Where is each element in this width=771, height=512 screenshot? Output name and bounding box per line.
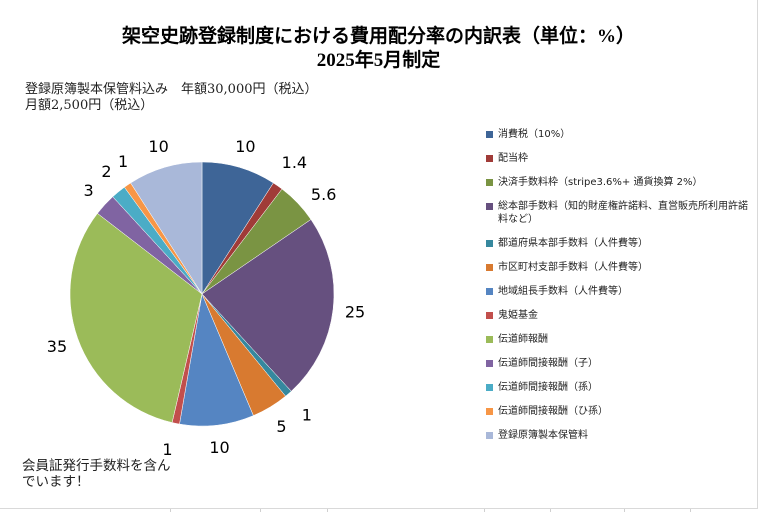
legend: 消費税（10%） 配当枠決済手数料枠（stripe3.6%+ 通貨換算 2%） 総本… [486, 128, 756, 453]
price-note-monthly: 月額2,500円（税込） [25, 98, 154, 113]
chart-title: 架空史跡登録制度における費用配分率の内訳表（単位：%） [121, 26, 635, 47]
data-label: 1 [302, 405, 312, 424]
data-label: 1 [118, 152, 128, 171]
legend-label: 総本部手数料（知的財産権許諾料、直営販売所利用許諾料など） [498, 201, 748, 225]
legend-swatch [486, 336, 493, 343]
chart-subtitle: 2025年5月制定 [316, 50, 441, 71]
data-label: 10 [209, 438, 229, 457]
cell-gridline [484, 509, 485, 512]
legend-item: 地域組長手数料（人件費等） [486, 285, 756, 298]
legend-label: 伝道師報酬 [498, 334, 548, 345]
data-label: 1 [162, 440, 172, 459]
legend-label: 鬼姫基金 [498, 310, 538, 321]
legend-item: 都道府県本部手数料（人件費等） [486, 237, 756, 250]
legend-swatch [486, 203, 493, 210]
legend-item: 市区町村支部手数料（人件費等） [486, 261, 756, 274]
pie-slice [69, 213, 203, 423]
legend-item: 鬼姫基金 [486, 309, 756, 322]
data-label: 5 [276, 417, 286, 436]
pie-slice [130, 161, 203, 295]
legend-label: 登録原簿製本保管料 [498, 430, 588, 441]
legend-item: 配当枠 [486, 152, 756, 165]
legend-item: 伝道師報酬 [486, 333, 756, 346]
data-label: 35 [47, 337, 67, 356]
legend-swatch [486, 155, 493, 162]
legend-item: 伝道師間接報酬（子） [486, 357, 756, 370]
legend-label: 決済手数料枠（stripe3.6%+ 通貨換算 2%） [498, 177, 703, 188]
data-label: 5.6 [311, 185, 336, 204]
legend-swatch [486, 432, 493, 439]
data-label: 10 [235, 137, 255, 156]
legend-label: 伝道師間接報酬（子） [498, 358, 598, 369]
legend-item: 伝道師間接報酬（孫） [486, 381, 756, 394]
legend-item: 決済手数料枠（stripe3.6%+ 通貨換算 2%） [486, 176, 756, 189]
pie-slice [201, 219, 335, 392]
legend-item: 登録原簿製本保管料 [486, 429, 756, 442]
cell-gridline [260, 509, 261, 512]
legend-label: 市区町村支部手数料（人件費等） [498, 262, 648, 273]
legend-swatch [486, 264, 493, 271]
data-label: 25 [345, 303, 365, 322]
cell-gridline [327, 509, 328, 512]
legend-label: 都道府県本部手数料（人件費等） [498, 238, 648, 249]
legend-swatch [486, 240, 493, 247]
footnote: 会員証発行手数料を含んでいます！ [22, 458, 171, 490]
legend-item: 消費税（10%） [486, 128, 756, 141]
data-label: 1.4 [282, 153, 307, 172]
legend-item: 伝道師間接報酬（ひ孫） [486, 405, 756, 418]
data-label: 2 [101, 162, 111, 181]
data-label: 3 [83, 181, 93, 200]
legend-swatch [486, 312, 493, 319]
legend-label: 配当枠 [498, 153, 528, 164]
legend-swatch [486, 360, 493, 367]
legend-swatch [486, 408, 493, 415]
price-note-annual: 登録原簿製本保管料込み 年額30,000円（税込） [25, 82, 318, 97]
legend-swatch [486, 179, 493, 186]
cell-gridline [690, 509, 691, 512]
legend-item: 総本部手数料（知的財産権許諾料、直営販売所利用許諾料など） [486, 200, 756, 226]
legend-swatch [486, 384, 493, 391]
legend-swatch [486, 131, 493, 138]
cell-gridline [624, 509, 625, 512]
legend-label: 消費税（10%） [498, 129, 571, 140]
legend-label: 伝道師間接報酬（ひ孫） [498, 406, 608, 417]
legend-swatch [486, 288, 493, 295]
data-label: 10 [148, 137, 168, 156]
legend-label: 地域組長手数料（人件費等） [498, 286, 628, 297]
cell-gridline [550, 509, 551, 512]
cell-gridline [170, 509, 171, 512]
legend-label: 伝道師間接報酬（孫） [498, 382, 598, 393]
